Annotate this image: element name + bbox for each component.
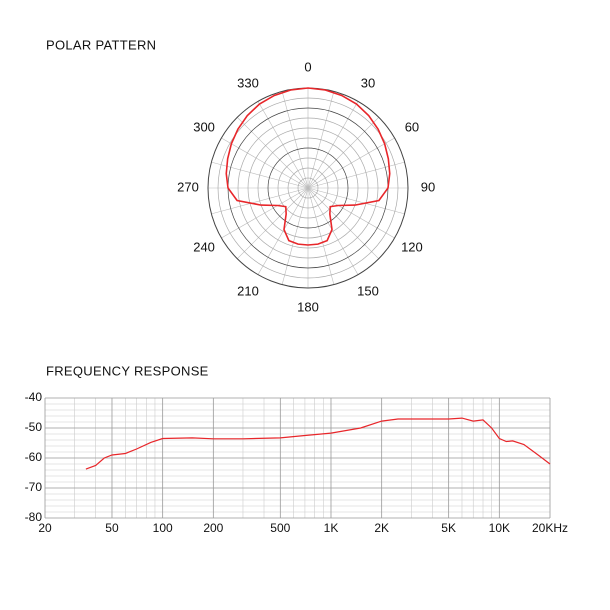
ring <box>267 147 349 229</box>
x-tick-label: 2K <box>374 521 389 535</box>
angle-label: 30 <box>361 76 375 91</box>
x-tick-label: 100 <box>153 521 173 535</box>
ring <box>297 177 319 199</box>
angle-label: 90 <box>421 179 435 194</box>
ring <box>247 127 369 249</box>
y-tick-label: -70 <box>25 480 43 494</box>
x-tick-label: 500 <box>270 521 290 535</box>
y-tick-label: -60 <box>25 450 43 464</box>
ring <box>257 137 359 239</box>
angle-label: 150 <box>357 283 379 298</box>
angle-label: 240 <box>193 239 215 254</box>
x-tick-label: 200 <box>203 521 223 535</box>
ring <box>217 97 399 279</box>
x-tick-label: 10K <box>489 521 510 535</box>
frequency-title: FREQUENCY RESPONSE <box>46 363 209 378</box>
ring <box>287 167 329 209</box>
angle-label: 330 <box>237 76 259 91</box>
angle-label: 60 <box>405 119 419 134</box>
ring <box>277 157 339 219</box>
polar-curve <box>225 87 391 246</box>
angle-label: 180 <box>297 299 319 314</box>
ring <box>237 117 379 259</box>
angle-label: 300 <box>193 119 215 134</box>
polar-title: POLAR PATTERN <box>46 37 156 52</box>
y-tick-label: -40 <box>25 390 43 404</box>
x-tick-label: 20KHz <box>532 521 568 535</box>
x-tick-label: 50 <box>105 521 119 535</box>
polar-chart: 0 30 60 90 120 150 180 210 240 270 300 330 <box>177 59 435 314</box>
y-tick-label: -80 <box>25 510 43 524</box>
angle-label: 0 <box>304 59 311 74</box>
frequency-chart: 20 50 100 200 500 1K 2K 5K 10K 20KHz -40 -50 -60 -70 -… <box>25 390 568 535</box>
angle-label: 270 <box>177 179 199 194</box>
angle-label: 120 <box>401 239 423 254</box>
y-tick-label: -50 <box>25 420 43 434</box>
angle-label: 210 <box>237 283 259 298</box>
response-line <box>85 417 551 470</box>
x-tick-label: 5K <box>441 521 456 535</box>
x-tick-label: 20 <box>38 521 52 535</box>
x-tick-label: 1K <box>324 521 339 535</box>
